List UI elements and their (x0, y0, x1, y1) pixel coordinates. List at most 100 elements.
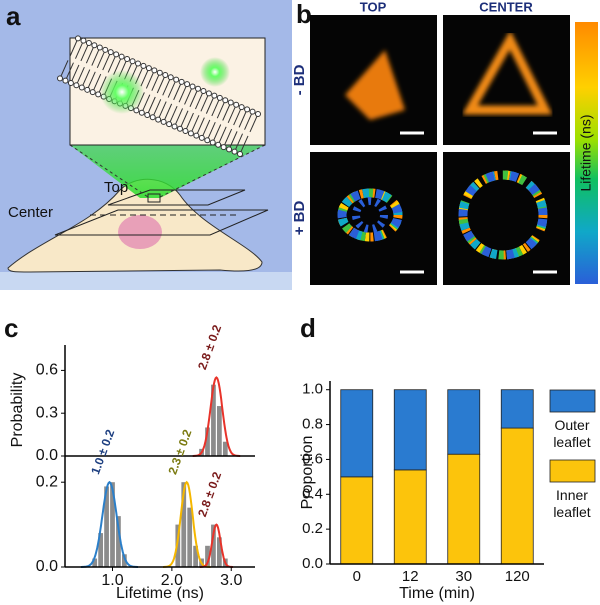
head (67, 79, 74, 86)
lipid (86, 71, 96, 91)
bar (104, 486, 109, 567)
head (57, 75, 63, 82)
head (249, 108, 256, 115)
lipid (179, 110, 189, 129)
head (129, 58, 136, 65)
y-tick-label: 0.4 (302, 485, 323, 502)
cell-signal (462, 30, 553, 115)
head (215, 141, 222, 148)
lipid (233, 106, 243, 126)
head (231, 148, 238, 155)
lipid (145, 70, 155, 89)
x-tick-label: 30 (455, 568, 472, 585)
lipid (163, 103, 173, 123)
annotation: 2.8 ± 0.2 (195, 323, 224, 372)
head (233, 101, 240, 108)
bar (205, 427, 210, 456)
plane-top (107, 189, 246, 206)
y-tick-label: 0.0 (36, 447, 58, 464)
lipid (107, 54, 117, 73)
lipid (222, 102, 232, 121)
x-tick-label: 1.0 (101, 572, 123, 589)
fit-curve (192, 376, 241, 457)
legend-swatch (549, 459, 596, 483)
head (189, 83, 196, 90)
head (220, 144, 227, 151)
panel-label: b (296, 0, 312, 29)
panel-a: Top Center a (0, 0, 292, 290)
nucleus (118, 215, 162, 249)
cell-signal (337, 170, 548, 260)
y-tick-label: 0.0 (302, 555, 323, 572)
membrane (57, 35, 261, 157)
head (85, 39, 92, 46)
head (184, 81, 191, 88)
fit-curve (199, 523, 233, 568)
legend-label: Outer leaflet (553, 417, 590, 450)
legend-swatch (549, 389, 596, 413)
lipid (194, 90, 204, 110)
lipid (211, 97, 221, 117)
fluorophore (100, 70, 144, 114)
lipid (212, 124, 222, 143)
fit-curve (163, 480, 211, 568)
annotation: 1.0 ± 0.2 (88, 427, 117, 476)
y-tick-label: 0.3 (36, 404, 58, 421)
panel-label: a (6, 1, 21, 31)
head (107, 49, 114, 56)
head (173, 76, 180, 83)
y-tick-label: 0.6 (302, 450, 323, 467)
head (84, 86, 91, 93)
head (95, 91, 102, 98)
lipid (75, 67, 85, 86)
lipid (195, 117, 205, 136)
x-tick-label: 0 (353, 568, 361, 585)
lipid (178, 83, 188, 103)
head (204, 137, 211, 144)
speckle (458, 170, 548, 260)
lipid (146, 96, 156, 116)
substrate (0, 272, 292, 290)
lipid (184, 112, 194, 132)
bar (92, 558, 98, 567)
head (89, 89, 96, 96)
lipid (190, 115, 200, 134)
head (149, 114, 156, 121)
head (222, 97, 229, 104)
annotation: 2.8 ± 0.2 (195, 470, 224, 519)
head (211, 92, 218, 99)
head (238, 104, 245, 111)
head (151, 67, 158, 74)
head (73, 82, 80, 89)
head (216, 94, 223, 101)
zoom-box (147, 193, 161, 203)
fluorophore (200, 57, 230, 87)
lipid (156, 74, 166, 94)
speckle (458, 170, 548, 260)
y-tick-label: 1.0 (302, 381, 323, 398)
lipid (239, 135, 249, 155)
head (96, 44, 103, 51)
head (124, 55, 131, 62)
head (144, 112, 151, 119)
lipid (157, 101, 167, 120)
head (193, 132, 200, 139)
legend-label: Inner leaflet (553, 487, 590, 520)
bar-segment (393, 469, 427, 565)
panel-b: b TOP CENTER - BD + BD Lifetime (ns) (291, 0, 598, 285)
speckle (337, 188, 403, 242)
lipid (217, 126, 227, 145)
bar (175, 524, 181, 567)
lipid (249, 113, 259, 133)
lipid (140, 67, 150, 87)
head (75, 35, 81, 42)
bar (222, 441, 228, 456)
y-tick-label: 0.0 (36, 558, 58, 575)
head (91, 42, 98, 49)
bar-segment (393, 389, 427, 471)
lipid (173, 81, 183, 101)
lipid (184, 86, 194, 105)
bar-segment (340, 476, 374, 565)
head (118, 53, 125, 60)
